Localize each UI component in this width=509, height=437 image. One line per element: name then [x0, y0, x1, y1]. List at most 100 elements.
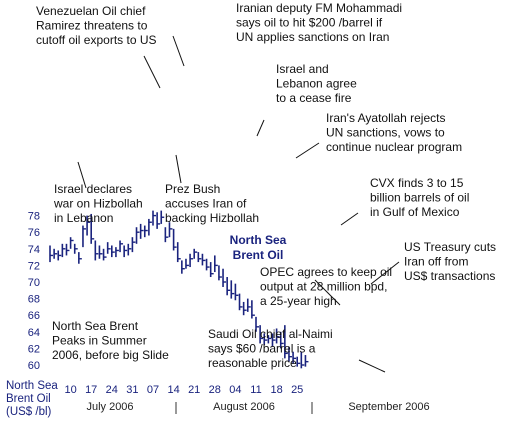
month-label-august: August 2006 [213, 401, 275, 413]
price-bar [185, 258, 189, 269]
x-tick-label: 31 [126, 384, 138, 396]
x-tick-label: 24 [106, 384, 118, 396]
price-bar [148, 218, 152, 236]
annotation-text: Saudi Oil chief al-Naimi says $60 /barrel… [208, 327, 333, 370]
price-bar [57, 250, 62, 261]
price-bar [115, 247, 119, 258]
x-tick-label: 28 [209, 384, 221, 396]
price-bar [304, 355, 309, 367]
price-bar [160, 210, 165, 224]
price-bar [127, 243, 132, 256]
annotations: Venezuelan Oil chief Ramirez threatens to… [36, 1, 496, 370]
annotation-leaders [77, 35, 400, 373]
price-bar [226, 277, 231, 296]
price-bar [255, 316, 259, 332]
annotation-line: Lebanon agree [276, 77, 357, 91]
price-bar [102, 248, 107, 261]
x-tick-label: 17 [85, 384, 97, 396]
price-bar [251, 300, 255, 319]
annotation-text: Iranian deputy FM Mohammadi says oil to h… [236, 1, 402, 44]
annotation-line: accuses Iran of [165, 197, 247, 211]
annotation-leader [175, 154, 182, 184]
price-bar [296, 356, 301, 367]
y-axis-label-line-1: North Sea [6, 380, 58, 392]
price-bar [172, 228, 177, 251]
annotation-line: war on Hizbollah [53, 197, 143, 211]
price-bar [82, 225, 86, 248]
price-bar [106, 242, 111, 254]
annotation-line: North Sea Brent [52, 319, 139, 333]
annotation-leader [340, 212, 359, 226]
annotation-line: to a cease fire [276, 91, 352, 105]
annotation-leader [370, 261, 400, 285]
price-bar [189, 253, 194, 268]
x-axis: 10 17 24 31 07 14 21 28 04 11 18 25 [64, 384, 303, 396]
price-bar [156, 212, 161, 229]
annotation-line: US$ transactions [404, 269, 495, 283]
annotation-line: in Gulf of Mexico [370, 205, 460, 219]
annotation-line: Israel and [276, 62, 329, 76]
annotation-line: Prez Bush [165, 182, 220, 196]
series-label-line-1: North Sea [230, 233, 287, 247]
annotation-line: continue nuclear program [326, 140, 462, 154]
annotation-leader [77, 161, 87, 189]
price-bar [209, 262, 214, 278]
y-tick-label: 62 [28, 343, 40, 355]
y-tick-label: 66 [28, 310, 40, 322]
annotation-text: Iran's Ayatollah rejects UN sanctions, vo… [326, 111, 462, 154]
annotation-leader [256, 119, 265, 137]
annotation-text: Prez Bush accuses Iran of backing Hizbolla… [165, 182, 259, 225]
price-bar [131, 237, 136, 253]
annotation-line: reasonable price [208, 356, 297, 370]
x-tick-label: 07 [147, 384, 159, 396]
price-bar [271, 333, 276, 347]
annotation-line: Iranian deputy FM Mohammadi [236, 1, 402, 15]
annotation-line: Peaks in Summer [52, 334, 147, 348]
annotation-line: Iran's Ayatollah rejects [326, 111, 445, 125]
price-bar [119, 240, 124, 253]
annotation-line: UN sanctions, vows to [326, 126, 445, 140]
price-bar [86, 215, 91, 236]
annotation-line: Israel declares [54, 182, 132, 196]
y-axis-label-line-2: Brent Oil [6, 393, 51, 405]
price-bar [111, 245, 115, 258]
annotation-leader [358, 359, 386, 373]
price-bar [181, 260, 185, 274]
x-tick-label: 04 [229, 384, 241, 396]
annotation-line: Ramirez threatens to [36, 19, 148, 33]
annotation-text: Israel declares war on Hizbollah in Lebano… [53, 182, 143, 225]
price-bar [49, 245, 53, 263]
annotation-leader [172, 35, 185, 67]
annotation-line: says oil to hit $200 /barrel if [236, 16, 383, 30]
price-bar [218, 265, 222, 281]
price-bar [238, 293, 243, 311]
annotation-line: cutoff oil exports to US [36, 33, 157, 47]
price-bar [65, 243, 70, 256]
month-label-september: September 2006 [348, 401, 429, 413]
y-axis-label-line-3: (US$ /bl) [6, 406, 52, 418]
price-bar [275, 328, 280, 344]
annotation-line: backing Hizbollah [165, 211, 259, 225]
price-bar [279, 331, 284, 349]
price-bars [49, 210, 309, 369]
y-tick-label: 68 [28, 294, 40, 306]
annotation-text: CVX finds 3 to 15 billion barrels of oil i… [370, 176, 469, 219]
y-tick-label: 78 [28, 211, 40, 223]
annotation-text: US Treasury cuts Iran off from US$ transac… [404, 240, 496, 283]
price-bar [152, 210, 156, 226]
annotation-line: 2006, before big Slide [52, 348, 169, 362]
price-bar [94, 240, 99, 261]
price-bar [73, 243, 78, 254]
annotation-line: a 25-year high [260, 294, 337, 308]
x-tick-label: 11 [250, 384, 261, 396]
y-tick-label: 76 [28, 227, 40, 239]
annotation-text: Israel and Lebanon agree to a cease fire [276, 62, 357, 105]
annotation-line: CVX finds 3 to 15 [370, 176, 464, 190]
price-bar [164, 227, 169, 243]
annotation-line: Venezuelan Oil chief [36, 4, 146, 18]
price-bar [201, 253, 206, 266]
price-bar [53, 248, 58, 259]
y-tick-label: 60 [28, 360, 40, 372]
price-bar [176, 242, 181, 263]
